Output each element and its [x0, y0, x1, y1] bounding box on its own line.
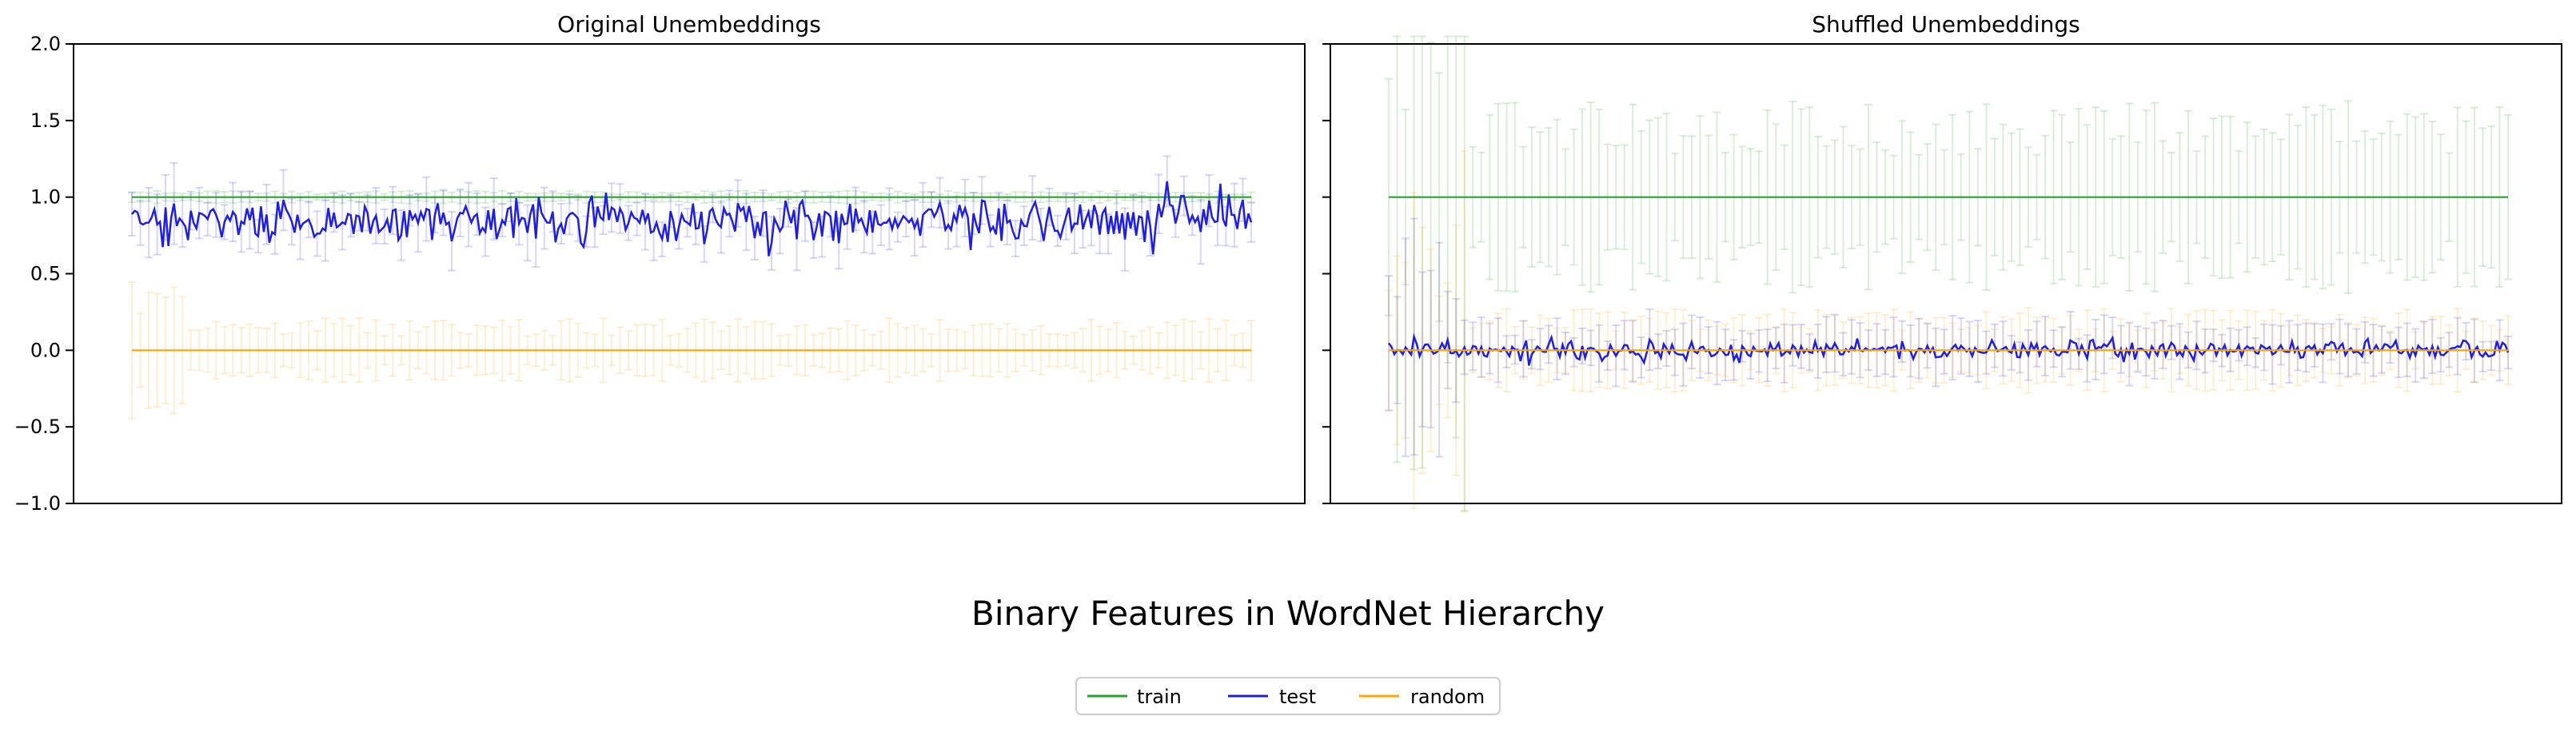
y-tick-label: 0.5 [30, 263, 61, 285]
y-tick-label: 0.0 [30, 339, 61, 361]
legend-label-train: train [1137, 686, 1182, 708]
figure-title: Binary Features in WordNet Hierarchy [971, 594, 1605, 633]
error-bar-test [1247, 201, 1255, 243]
y-axis-original: 2.0 1.5 1.0 0.5 0.0 −0.5 −1.0 [14, 33, 74, 515]
axes-frame-original [73, 43, 1306, 504]
y-tick-label: −0.5 [14, 416, 61, 438]
series-lines-original [131, 181, 1253, 352]
y-tick-label: 1.5 [30, 109, 61, 132]
y-tick-label: 1.0 [30, 186, 61, 209]
y-tick-label: −1.0 [14, 492, 61, 515]
legend: train test random [1075, 677, 1501, 715]
legend-label-random: random [1410, 686, 1485, 708]
error-bar-random [1460, 149, 1469, 512]
panel-title-original: Original Unembeddings [557, 11, 821, 38]
series-line-test [1387, 332, 2510, 366]
legend-frame [1075, 677, 1501, 715]
legend-label-test: test [1279, 686, 1316, 708]
panel-original: Original Unembeddings 2.0 1.5 1.0 0.5 0.0 −0.… [14, 11, 1306, 515]
y-tick-label: 2.0 [30, 33, 61, 55]
error-bars-original [128, 155, 1255, 420]
error-bar-train [1452, 35, 1461, 439]
error-bar-train [1393, 35, 1402, 463]
error-bar-train [1418, 35, 1427, 469]
series-line-test [131, 181, 1253, 257]
error-bars-shuffled [1385, 35, 2512, 512]
error-bar-test [1385, 275, 1393, 412]
error-bar-train [1460, 35, 1469, 512]
panel-title-shuffled: Shuffled Unembeddings [1812, 11, 2080, 38]
panel-shuffled: Shuffled Unembeddings [1322, 11, 2562, 512]
error-bar-train [1410, 35, 1418, 471]
series-lines-shuffled [1387, 196, 2510, 366]
error-bar-train [1443, 35, 1452, 364]
y-axis-shuffled [1322, 43, 1330, 504]
error-bar-test [128, 192, 136, 237]
